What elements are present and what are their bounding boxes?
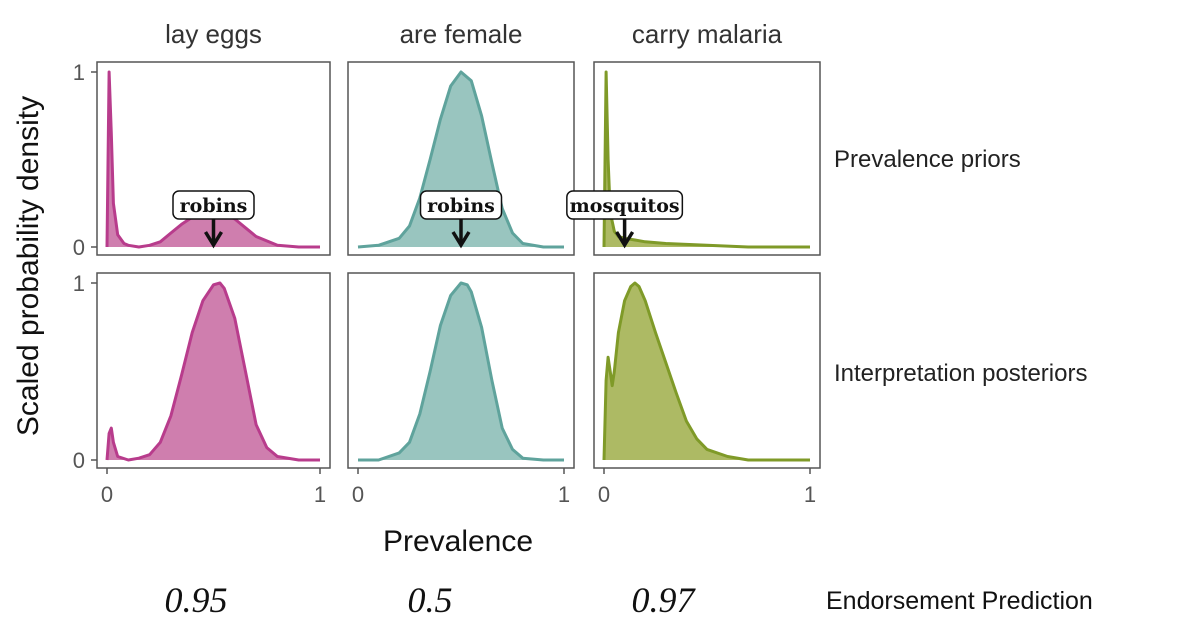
panels-layer: robins robins mosquitos — [91, 61, 821, 474]
annotation-2: mosquitos — [566, 190, 684, 249]
x-tick-label-c2-1: 1 — [804, 482, 816, 507]
y-tick-label-r0-1: 0 — [73, 235, 85, 260]
annotation-0: robins — [172, 190, 255, 249]
prior-line-0 — [105, 70, 320, 249]
facet-title-0: lay eggs — [165, 19, 262, 49]
posterior-line-1 — [358, 281, 564, 462]
annotation-1: robins — [419, 190, 503, 249]
prediction-value-0: 0.95 — [165, 580, 228, 620]
panel-frame-r0-c2 — [593, 61, 821, 256]
x-tick-label-c2-0: 0 — [598, 482, 610, 507]
annotation-arrow-head-2 — [615, 231, 635, 249]
y-tick-label-r1-1: 0 — [73, 448, 85, 473]
y-tick-label-r0-0: 1 — [73, 60, 85, 85]
posterior-line-0 — [105, 281, 320, 462]
x-tick-label-c1-1: 1 — [558, 482, 570, 507]
x-axis-title: Prevalence — [383, 525, 533, 558]
annotation-label-1: robins — [427, 195, 495, 217]
facet-title-2: carry malaria — [632, 19, 783, 49]
y-axis-title: Scaled probability density — [12, 96, 45, 436]
prediction-value-1: 0.5 — [408, 580, 453, 620]
row-label-priors: Prevalence priors — [834, 146, 1021, 173]
posterior-area-2 — [604, 283, 810, 460]
prior-area-1 — [358, 72, 564, 247]
annotation-arrow-head-0 — [204, 231, 223, 249]
posterior-area-1 — [358, 283, 564, 460]
annotation-arrow-head-1 — [451, 231, 471, 249]
posterior-area-0 — [107, 283, 320, 460]
x-tick-label-c1-0: 0 — [352, 482, 364, 507]
facet-title-1: are female — [400, 19, 523, 49]
prior-line-1 — [357, 70, 564, 249]
annotation-label-0: robins — [180, 195, 248, 217]
row-label-posteriors: Interpretation posteriors — [834, 360, 1087, 387]
annotation-label-2: mosquitos — [570, 195, 680, 217]
posterior-line-2 — [602, 281, 810, 462]
x-tick-label-c0-1: 1 — [314, 482, 326, 507]
prediction-label: Endorsement Prediction — [826, 587, 1093, 615]
y-tick-label-r1-0: 1 — [73, 271, 85, 296]
x-tick-label-c0-0: 0 — [101, 482, 113, 507]
prediction-value-2: 0.97 — [632, 580, 697, 620]
